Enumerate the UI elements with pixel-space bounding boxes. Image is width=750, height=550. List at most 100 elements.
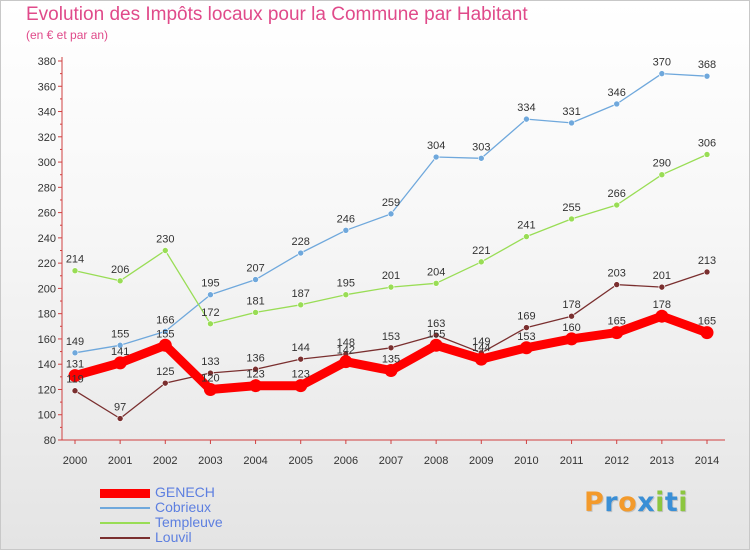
data-point — [252, 309, 259, 316]
data-point — [207, 291, 214, 299]
data-label: 120 — [201, 372, 219, 384]
y-tick-label: 240 — [38, 233, 56, 245]
x-tick-label: 2004 — [243, 455, 267, 467]
data-label: 149 — [66, 336, 84, 348]
data-label: 290 — [653, 158, 671, 170]
data-point — [658, 70, 666, 77]
data-label: 195 — [201, 278, 219, 290]
data-point — [207, 369, 214, 377]
x-tick-label: 2010 — [514, 455, 538, 467]
data-point — [161, 379, 169, 387]
data-point — [658, 171, 666, 178]
chart-subtitle: (en € et par an) — [26, 28, 109, 42]
logo-letter: r — [604, 487, 619, 518]
x-tick-label: 2013 — [650, 455, 674, 467]
data-label: 368 — [698, 59, 716, 71]
data-point — [161, 328, 169, 335]
data-label: 163 — [427, 318, 445, 330]
y-tick-label: 260 — [38, 208, 56, 220]
x-tick-label: 2012 — [604, 455, 628, 467]
y-tick-label: 100 — [38, 410, 56, 422]
x-tick-label: 2007 — [379, 455, 403, 467]
x-tick-label: 2008 — [424, 455, 448, 467]
logo-letter: i — [655, 487, 665, 518]
data-point — [161, 247, 169, 254]
y-tick-label: 280 — [38, 182, 56, 194]
data-label: 370 — [653, 57, 671, 69]
data-point — [429, 338, 443, 352]
data-label: 123 — [246, 369, 264, 381]
series-lines — [68, 70, 714, 422]
data-label: 266 — [608, 188, 626, 200]
data-point — [477, 154, 485, 162]
data-label: 306 — [698, 137, 716, 149]
data-label: 125 — [156, 366, 174, 378]
x-tick-label: 2006 — [334, 455, 358, 467]
logo-letter: x — [637, 487, 656, 518]
data-point — [68, 369, 82, 383]
data-point — [523, 115, 530, 123]
data-label: 123 — [292, 369, 310, 381]
data-point — [474, 352, 488, 366]
data-label: 155 — [111, 328, 129, 340]
data-label: 119 — [66, 374, 84, 386]
y-tick-label: 380 — [38, 56, 56, 68]
data-label: 178 — [653, 299, 671, 311]
data-label: 213 — [698, 255, 716, 267]
data-point — [249, 379, 263, 393]
data-point — [116, 341, 124, 349]
y-tick-label: 160 — [38, 334, 56, 346]
data-label: 144 — [292, 342, 310, 354]
legend-label: Louvil — [155, 529, 192, 545]
data-point — [116, 277, 124, 285]
data-label: 155 — [156, 328, 174, 340]
x-tick-label: 2002 — [153, 455, 177, 467]
data-point — [384, 364, 398, 378]
legend-label: Templeuve — [155, 514, 223, 530]
data-label: 201 — [653, 270, 671, 282]
data-label: 187 — [292, 288, 310, 300]
data-label: 228 — [292, 236, 310, 248]
data-label: 172 — [201, 307, 219, 319]
data-point — [703, 268, 711, 276]
legend-swatch — [100, 488, 150, 498]
y-tick-label: 360 — [38, 81, 56, 93]
data-point — [568, 312, 575, 320]
data-label: 246 — [337, 213, 355, 225]
x-tick-label: 2001 — [108, 455, 132, 467]
x-tick-label: 2003 — [198, 455, 222, 467]
data-label: 136 — [246, 352, 264, 364]
y-axis: 80 100 120 140 160 180 200 220 240 260 280 300 320 34… — [38, 56, 63, 447]
data-label: 304 — [427, 140, 445, 152]
data-label: 181 — [246, 295, 264, 307]
data-label: 153 — [382, 331, 400, 343]
data-label: 230 — [156, 234, 174, 246]
y-tick-label: 120 — [38, 384, 56, 396]
x-tick-label: 2000 — [63, 455, 87, 467]
data-point — [203, 382, 217, 396]
legend-swatch — [100, 507, 150, 509]
y-tick-label: 80 — [44, 435, 56, 447]
data-point — [613, 281, 621, 288]
data-point — [387, 210, 395, 218]
data-label: 178 — [562, 299, 580, 311]
data-label: 142 — [337, 345, 355, 357]
logo-letter: t — [664, 487, 679, 518]
logo-letter: i — [678, 487, 689, 518]
data-label: 201 — [382, 270, 400, 282]
data-label: 331 — [562, 106, 580, 118]
data-point — [297, 249, 305, 257]
data-point — [207, 320, 214, 328]
data-point — [294, 379, 308, 393]
data-point — [387, 344, 395, 352]
data-label: 153 — [517, 331, 535, 343]
data-point — [252, 365, 259, 373]
data-point — [523, 324, 530, 331]
y-tick-label: 340 — [38, 107, 56, 119]
data-label: 97 — [114, 402, 126, 414]
data-point — [432, 280, 440, 287]
proxiti-logo: Proxiti — [584, 487, 688, 518]
data-point — [339, 355, 353, 369]
